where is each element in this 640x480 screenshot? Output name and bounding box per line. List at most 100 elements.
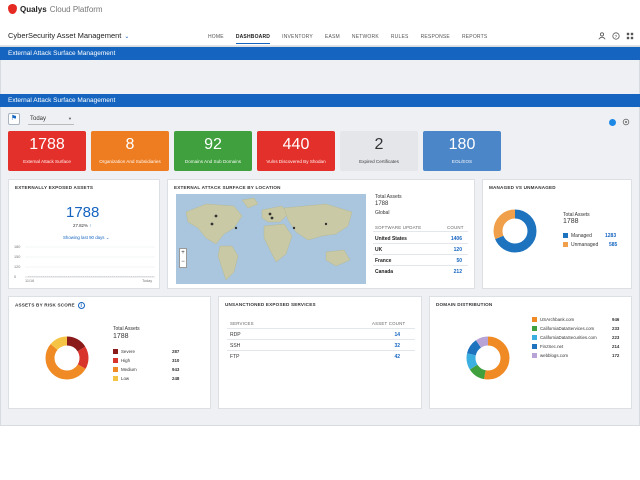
nav-reports[interactable]: REPORTS xyxy=(461,34,488,40)
zoom-in-icon[interactable]: + xyxy=(181,250,185,256)
brand[interactable]: Qualys Cloud Platform xyxy=(8,4,103,14)
card-title: UNSANCTIONED EXPOSED SERVICES xyxy=(225,302,316,307)
legend-value-domain[interactable]: 172 xyxy=(612,353,620,358)
user-icon[interactable] xyxy=(598,32,606,40)
domain-slice[interactable] xyxy=(466,336,510,380)
legend-label-unmanaged: Unmanaged xyxy=(571,242,599,248)
tile-organization[interactable]: 8 Organization And Subsidiaries xyxy=(91,131,169,171)
legend-swatch-low xyxy=(113,376,118,381)
managed-slice[interactable] xyxy=(493,209,537,253)
card-attack-surface-by-location: EXTERNAL ATTACK SURFACE BY LOCATION + − … xyxy=(167,179,475,289)
tile-external-attack-surface[interactable]: 1788 External Attack Surface xyxy=(8,131,86,171)
info-icon[interactable]: i xyxy=(77,302,85,309)
nav-response[interactable]: RESPONSE xyxy=(420,34,450,40)
location-row-count[interactable]: 1406 xyxy=(450,236,462,242)
trend-bar xyxy=(130,276,133,277)
nav-dashboard[interactable]: DASHBOARD xyxy=(235,34,271,44)
trend-bar xyxy=(151,276,154,277)
legend-label-low: Low xyxy=(121,376,130,381)
trend-bar xyxy=(40,276,42,277)
help-icon[interactable]: ? xyxy=(612,32,620,40)
map-zoom-controls[interactable]: + − xyxy=(179,248,187,268)
table-divider xyxy=(373,254,468,255)
world-map[interactable]: + − xyxy=(176,194,366,284)
risk-slice[interactable] xyxy=(45,336,89,380)
trend-bar xyxy=(82,276,84,277)
service-count[interactable]: 14 xyxy=(394,332,400,338)
nav-easm[interactable]: EASM xyxy=(324,34,340,40)
risk-total-label: Total Assets xyxy=(113,326,140,332)
legend-value-low[interactable]: 248 xyxy=(172,376,180,381)
tile-domains[interactable]: 92 Domains And Sub Domains xyxy=(174,131,252,171)
services-col-count: ASSET COUNT xyxy=(372,321,406,326)
trend-bar xyxy=(61,276,63,277)
tile-value: 440 xyxy=(282,136,310,153)
legend-value-domain[interactable]: 233 xyxy=(612,326,620,331)
location-row-count[interactable]: 50 xyxy=(456,258,462,264)
trend-bar xyxy=(139,276,141,277)
nav-inventory[interactable]: INVENTORY xyxy=(282,34,313,40)
service-count[interactable]: 42 xyxy=(394,354,400,360)
trend-bar xyxy=(74,276,76,277)
managed-donut-chart[interactable] xyxy=(491,207,539,255)
nav-rules[interactable]: RULES xyxy=(390,34,409,40)
location-col-software: SOFTWARE UPDATE xyxy=(375,225,422,230)
service-name: SSH xyxy=(230,343,241,349)
page-banner: External Attack Surface Management xyxy=(0,47,640,60)
legend-value-unmanaged[interactable]: 585 xyxy=(609,242,618,248)
legend-value-severe[interactable]: 287 xyxy=(172,349,180,354)
legend-swatch-domain xyxy=(532,326,537,331)
period-selector[interactable]: Showing last 90 days ⌄ xyxy=(63,235,109,241)
top-bar xyxy=(0,0,640,46)
risk-slice[interactable] xyxy=(45,336,89,380)
module-selector[interactable]: CyberSecurity Asset Management ⌄ xyxy=(8,31,129,40)
nav-home[interactable]: HOME xyxy=(208,34,224,40)
legend-swatch-domain xyxy=(532,335,537,340)
exposed-change: 27.82% ↑ xyxy=(73,223,91,228)
tile-vulns[interactable]: 440 Vulns Discovered By Shodan xyxy=(257,131,335,171)
trend-bar xyxy=(118,276,120,277)
location-row-count[interactable]: 212 xyxy=(453,269,462,275)
legend-value-domain[interactable]: 214 xyxy=(612,344,620,349)
domain-slice[interactable] xyxy=(466,336,510,380)
risk-slice[interactable] xyxy=(45,336,89,380)
tile-eol-eos[interactable]: 180 EOL/EOS xyxy=(423,131,501,171)
card-title: DOMAIN DISTRIBUTION xyxy=(436,302,493,307)
trend-bar xyxy=(42,276,44,277)
trend-bar xyxy=(128,276,130,277)
legend-swatch-unmanaged xyxy=(563,242,568,247)
tile-expired-certificates[interactable]: 2 Expired Certificates xyxy=(340,131,418,171)
apps-grid-icon[interactable] xyxy=(626,32,634,40)
risk-donut-chart[interactable] xyxy=(43,334,91,382)
date-select[interactable]: Today ▼ xyxy=(28,113,74,125)
trend-bar xyxy=(124,276,126,277)
trend-bar xyxy=(105,276,107,277)
service-count[interactable]: 32 xyxy=(394,343,400,349)
location-row-count[interactable]: 120 xyxy=(453,247,462,253)
trend-bar xyxy=(28,276,30,277)
qualys-logo-icon xyxy=(8,4,17,14)
settings-icon[interactable] xyxy=(622,118,630,126)
location-total-label: Total Assets xyxy=(375,194,402,200)
brand-name: Qualys xyxy=(20,4,47,14)
caret-down-icon: ▼ xyxy=(68,116,72,121)
table-divider xyxy=(227,350,415,351)
legend-value-domain[interactable]: 223 xyxy=(612,335,620,340)
trend-bar xyxy=(59,276,61,277)
risk-total-value: 1788 xyxy=(113,333,129,340)
tag-icon[interactable]: ⚑ xyxy=(8,113,20,125)
module-title: CyberSecurity Asset Management xyxy=(8,31,122,40)
trend-bar xyxy=(86,276,88,277)
tile-label: Domains And Sub Domains xyxy=(184,159,242,164)
legend-value-managed[interactable]: 1283 xyxy=(605,233,617,239)
legend-value-domain[interactable]: 946 xyxy=(612,317,620,322)
info-dot-icon[interactable] xyxy=(609,118,616,126)
zoom-out-icon[interactable]: − xyxy=(181,259,185,265)
domain-donut-chart[interactable] xyxy=(464,334,512,382)
location-row-name: France xyxy=(375,258,392,264)
card-title: EXTERNAL ATTACK SURFACE BY LOCATION xyxy=(174,185,281,190)
legend-value-high[interactable]: 310 xyxy=(172,358,180,363)
legend-value-medium[interactable]: 943 xyxy=(172,367,180,372)
nav-network[interactable]: NETWORK xyxy=(351,34,379,40)
trend-bar xyxy=(122,276,124,277)
